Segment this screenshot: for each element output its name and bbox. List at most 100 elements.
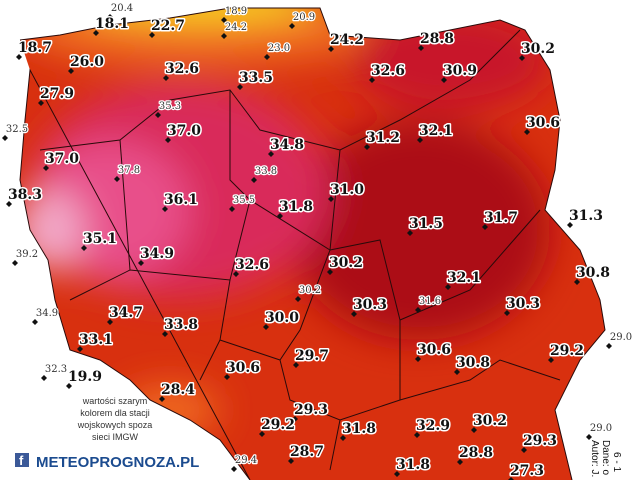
station-marker bbox=[414, 432, 420, 438]
station-temp: 27.9 bbox=[40, 86, 74, 102]
station-marker bbox=[43, 165, 49, 171]
station-marker bbox=[93, 30, 99, 36]
station-temp: 30.6 bbox=[526, 115, 560, 131]
station-marker bbox=[441, 77, 447, 83]
region-borders bbox=[19, 7, 606, 480]
station-marker bbox=[6, 201, 12, 207]
station-temp: 19.9 bbox=[68, 369, 102, 385]
station-temp: 28.8 bbox=[459, 445, 493, 461]
station-temp: 31.8 bbox=[342, 421, 376, 437]
station-temp: 30.2 bbox=[329, 255, 363, 271]
legend-note: wartości szarym bbox=[82, 396, 148, 406]
station-temp: 31.3 bbox=[569, 208, 603, 224]
station-temp: 18.9 bbox=[225, 6, 247, 17]
station-marker bbox=[394, 471, 400, 477]
station-temp: 35.3 bbox=[159, 101, 181, 112]
facebook-icon[interactable] bbox=[15, 453, 29, 467]
station-temp: 31.0 bbox=[330, 182, 364, 198]
station-temp: 30.9 bbox=[443, 63, 477, 79]
station-marker bbox=[548, 357, 554, 363]
station-temp: 32.1 bbox=[447, 270, 481, 286]
station-marker bbox=[407, 230, 413, 236]
station-marker bbox=[364, 144, 370, 150]
station-marker bbox=[277, 213, 283, 219]
station-marker bbox=[66, 383, 72, 389]
logo-bg bbox=[32, 450, 204, 472]
station-marker bbox=[295, 296, 301, 302]
station-temp: 32.6 bbox=[165, 61, 199, 77]
station-marker bbox=[259, 431, 265, 437]
station-temp: 27.3 bbox=[510, 463, 544, 479]
station-temp: 29.3 bbox=[294, 402, 328, 418]
station-marker bbox=[263, 324, 269, 330]
station-marker bbox=[221, 17, 227, 23]
station-marker bbox=[351, 311, 357, 317]
station-temp: 24.2 bbox=[330, 32, 364, 48]
station-marker bbox=[340, 435, 346, 441]
station-temp: 30.2 bbox=[521, 41, 555, 57]
station-temp: 29.0 bbox=[590, 423, 612, 434]
station-temp: 35.1 bbox=[83, 231, 117, 247]
station-marker bbox=[415, 356, 421, 362]
station-temp: 30.6 bbox=[417, 342, 451, 358]
legend-note: wojskowych spoza bbox=[77, 420, 153, 430]
station-temp: 32.3 bbox=[45, 364, 67, 375]
station-marker bbox=[508, 477, 514, 480]
station-marker bbox=[107, 319, 113, 325]
station-temp: 31.7 bbox=[484, 210, 518, 226]
station-marker bbox=[471, 427, 477, 433]
station-marker bbox=[162, 206, 168, 212]
station-marker bbox=[231, 466, 237, 472]
station-temp: 35.5 bbox=[233, 195, 255, 206]
station-marker bbox=[328, 196, 334, 202]
station-marker bbox=[574, 279, 580, 285]
station-temp: 29.2 bbox=[261, 417, 295, 433]
station-marker bbox=[41, 375, 47, 381]
station-temp: 23.0 bbox=[268, 43, 290, 54]
station-marker bbox=[504, 310, 510, 316]
station-marker bbox=[292, 416, 298, 422]
station-marker bbox=[293, 362, 299, 368]
station-marker bbox=[114, 176, 120, 182]
station-marker bbox=[221, 33, 227, 39]
station-marker bbox=[327, 269, 333, 275]
station-temp: 31.6 bbox=[419, 296, 441, 307]
station-marker bbox=[445, 284, 451, 290]
station-temp: 33.1 bbox=[79, 332, 113, 348]
station-temp: 37.8 bbox=[118, 165, 140, 176]
station-temp: 32.5 bbox=[6, 124, 28, 135]
station-temp: 32.1 bbox=[419, 123, 453, 139]
station-temp: 36.1 bbox=[164, 192, 198, 208]
station-temp: 34.7 bbox=[109, 305, 143, 321]
station-marker bbox=[165, 137, 171, 143]
legend-note: sieci IMGW bbox=[92, 432, 139, 442]
station-temp: 34.9 bbox=[36, 308, 58, 319]
station-temp: 31.8 bbox=[279, 199, 313, 215]
station-temp: 30.3 bbox=[506, 296, 540, 312]
station-marker bbox=[162, 331, 168, 337]
station-marker bbox=[81, 245, 87, 251]
station-temp: 32.9 bbox=[416, 418, 450, 434]
station-temp: 33.5 bbox=[239, 70, 273, 86]
legend-note: kolorem dla stacji bbox=[80, 408, 150, 418]
station-marker bbox=[138, 260, 144, 266]
station-marker bbox=[288, 458, 294, 464]
station-marker bbox=[251, 177, 257, 183]
station-temp: 29.2 bbox=[550, 343, 584, 359]
credits: Autor: J. L Dane: o 6 - 1 bbox=[589, 440, 622, 480]
station-temp: 24.2 bbox=[225, 22, 247, 33]
station-marker bbox=[521, 447, 527, 453]
logo[interactable]: METEOPROGNOZA.PL bbox=[36, 454, 199, 471]
station-marker bbox=[482, 224, 488, 230]
station-marker bbox=[16, 54, 22, 60]
station-marker bbox=[418, 45, 424, 51]
station-temp: 28.7 bbox=[290, 444, 324, 460]
credit: Autor: J. L bbox=[589, 440, 600, 480]
station-temp: 31.2 bbox=[366, 130, 400, 146]
station-marker bbox=[229, 206, 235, 212]
station-temp: 37.0 bbox=[45, 151, 79, 167]
station-marker bbox=[454, 369, 460, 375]
station-temp: 30.0 bbox=[265, 310, 299, 326]
station-marker bbox=[289, 23, 295, 29]
